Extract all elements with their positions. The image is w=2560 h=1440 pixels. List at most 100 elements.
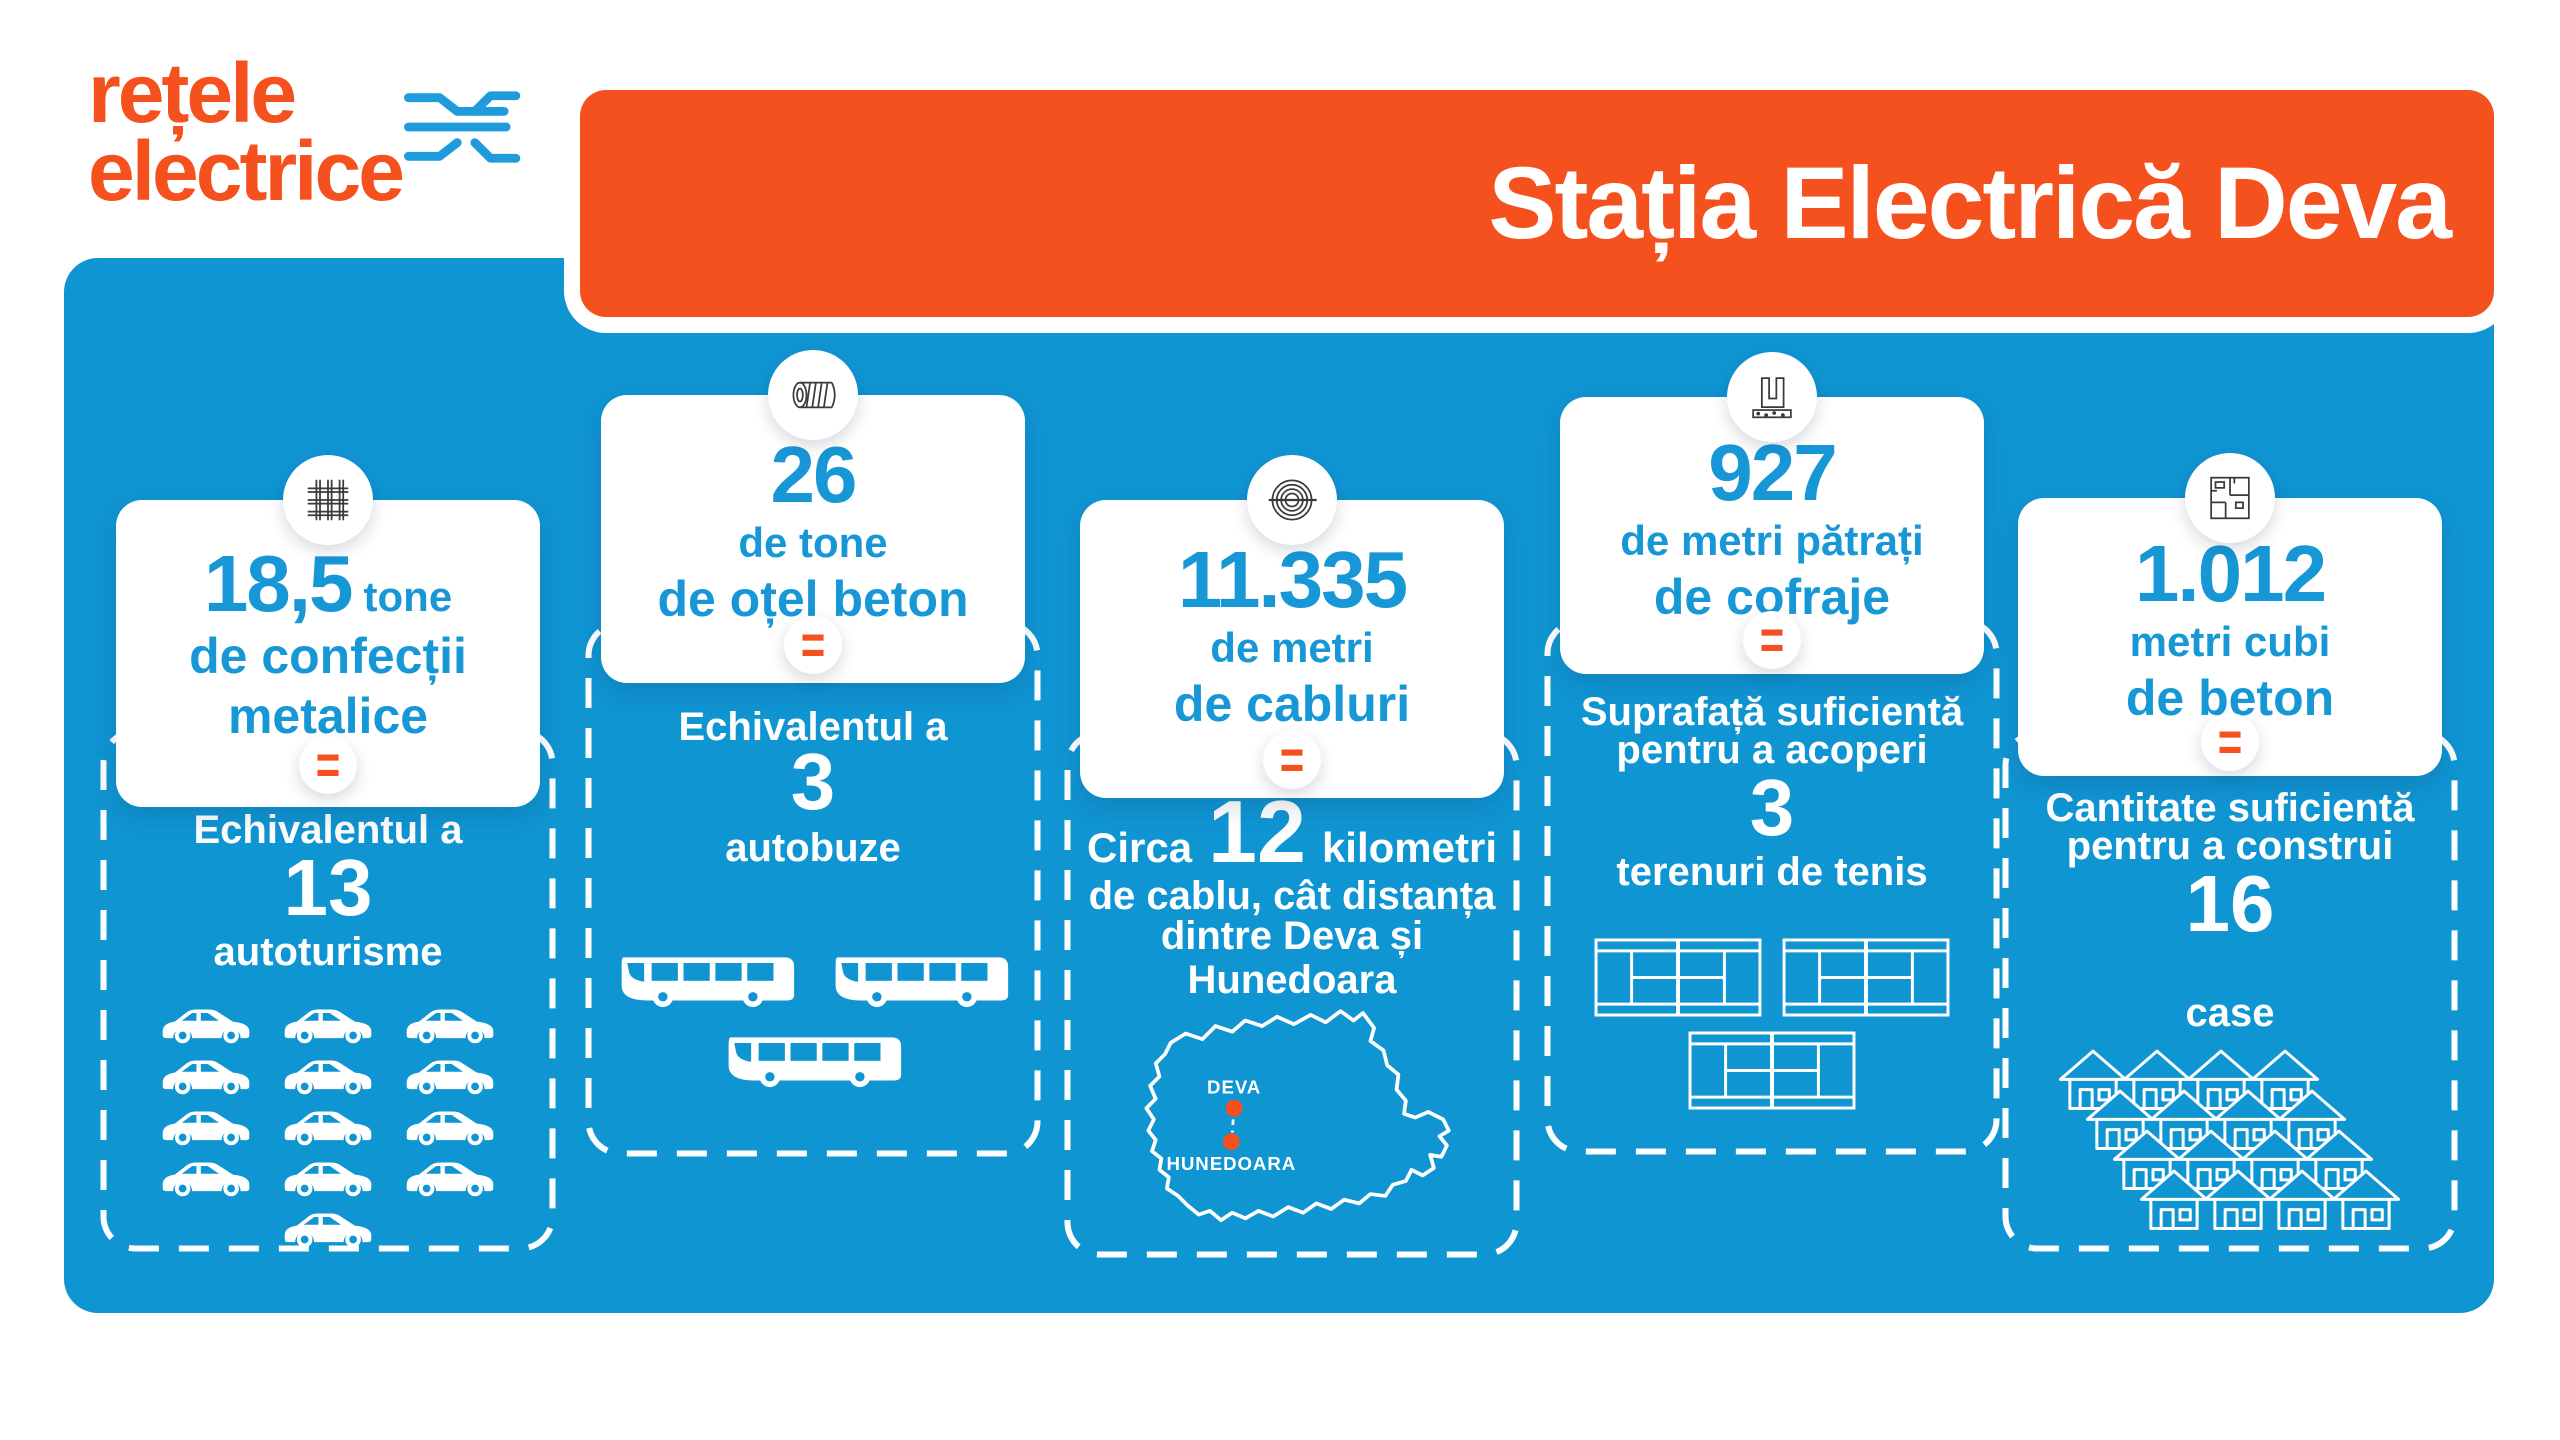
equals-sign: = (1759, 607, 1785, 672)
equiv-intro2: pentru a construi (2066, 824, 2394, 868)
house-cluster-pictogram (2057, 1045, 2403, 1232)
map-label-hunedoara: HUNEDOARA (1166, 1153, 1296, 1174)
bus-icon (612, 948, 800, 1008)
tennis-court-icon (1782, 938, 1950, 1017)
equals-sign: = (315, 732, 341, 797)
car-icon (276, 1102, 380, 1147)
equals-badge: = (2201, 710, 2259, 773)
tennis-court-icon (1688, 1031, 1856, 1110)
car-icon (154, 1000, 258, 1045)
logo: rețele electrice (88, 46, 405, 218)
house-icon (2202, 1165, 2274, 1232)
equals-badge: = (1263, 728, 1321, 791)
stat-line2: metri cubi (2129, 618, 2331, 665)
deva-dot (1225, 1099, 1243, 1117)
stat-value: 18,5 (203, 539, 354, 628)
equiv-label: autobuze (725, 826, 901, 870)
equiv-value: 16 (2185, 859, 2275, 948)
house-icon (2138, 1165, 2210, 1232)
equiv-line2: de cablu, cât distanța (1088, 874, 1496, 918)
logo-line1: rețele (88, 46, 297, 140)
stat-value-row: 18,5 tone (204, 542, 452, 626)
equiv-intro: Cantitate suficientă (2045, 786, 2415, 830)
dashed-outline (585, 620, 1041, 1157)
stat-value: 1.012 (2134, 529, 2327, 618)
cable-coil-icon (1247, 455, 1337, 545)
car-icon (398, 1153, 502, 1198)
equals-sign: = (2217, 709, 2243, 774)
car-fleet-pictogram (100, 1000, 556, 1240)
column-beton: 1.012 metri cubi de beton = Cantitate su… (2002, 0, 2458, 1440)
floor-plan-icon (2185, 453, 2275, 543)
stat-line2: de confecții (189, 628, 467, 684)
equiv-intro2: pentru a acoperi (1616, 728, 1928, 772)
equiv-sentence: Circa 12 kilometri (1064, 786, 1520, 878)
map-label-deva: DEVA (1207, 1076, 1261, 1097)
car-icon (398, 1102, 502, 1147)
house-icon (2266, 1165, 2338, 1232)
equals-sign: = (1279, 727, 1305, 792)
stat-value: 26 (770, 430, 858, 519)
bus-icon (719, 1028, 907, 1088)
stat-card: 18,5 tone de confecții metalice (116, 500, 540, 807)
network-circuit-icon (404, 91, 521, 163)
equals-badge: = (1743, 608, 1801, 671)
equiv-intro: Suprafață suficientă (1580, 690, 1964, 734)
stat-line2: de tone (738, 519, 888, 566)
equiv-value: 3 (1749, 763, 1795, 852)
equiv-value: 12 (1208, 782, 1306, 881)
title-banner: Stația Electrică Deva (580, 90, 2494, 317)
equiv-value: 13 (283, 843, 373, 932)
car-icon (276, 1000, 380, 1045)
stat-line2: de metri pătrați (1620, 517, 1924, 564)
equiv-label: terenuri de tenis (1616, 850, 1928, 894)
equiv-intro: Circa (1086, 824, 1193, 871)
stat-line3: de cabluri (1173, 676, 1411, 732)
car-icon (276, 1051, 380, 1096)
logo-line2: electrice (88, 124, 405, 218)
stat-unit: tone (363, 573, 453, 620)
equiv-label: autoturisme (213, 930, 443, 974)
column-cofraje: 927 de metri pătrați de cofraje = Supraf… (1544, 0, 2000, 1440)
bus-icon (826, 948, 1014, 1008)
bus-pictogram (585, 948, 1041, 1118)
stat-value: 927 (1708, 428, 1837, 517)
car-icon (154, 1102, 258, 1147)
car-icon (154, 1153, 258, 1198)
column-cabluri: 11.335 de metri de cabluri = Circa 12 ki… (1064, 0, 1520, 1440)
car-icon (398, 1000, 502, 1045)
stat-card: 1.012 metri cubi de beton (2018, 498, 2442, 776)
dashed-outline (100, 728, 556, 1252)
stat-line3: metalice (227, 688, 429, 744)
car-icon (154, 1051, 258, 1096)
equiv-intro: Echivalentul a (193, 808, 463, 852)
column-confectii-metalice: 18,5 tone de confecții metalice = Echiva… (100, 0, 556, 1440)
equiv-line3: dintre Deva și Hunedoara (1160, 914, 1424, 1002)
dashed-outline (2002, 730, 2458, 1252)
page-title: Stația Electrică Deva (1488, 146, 2452, 260)
dashed-outline (1544, 618, 2000, 1155)
car-icon (276, 1153, 380, 1198)
equals-badge: = (784, 613, 842, 676)
romania-map: DEVA HUNEDOARA (1144, 1009, 1451, 1223)
car-icon (398, 1051, 502, 1096)
dashed-outline (1064, 730, 1520, 1258)
equiv-after: kilometri (1321, 824, 1497, 871)
metal-mesh-icon (283, 455, 373, 545)
rebar-icon (768, 350, 858, 440)
equals-badge: = (299, 733, 357, 796)
column-otel-beton: 26 de tone de oțel beton = Echivalentul … (585, 0, 1041, 1440)
stat-line2: de metri (1210, 624, 1374, 671)
equiv-label: case (2185, 991, 2275, 1035)
equals-sign: = (800, 612, 826, 677)
equiv-value: 3 (790, 737, 836, 826)
hunedoara-dot (1222, 1133, 1240, 1151)
equiv-intro: Echivalentul a (678, 705, 948, 749)
car-icon (276, 1204, 380, 1249)
stat-value: 11.335 (1177, 535, 1408, 624)
tennis-court-icon (1594, 938, 1762, 1017)
formwork-icon (1727, 352, 1817, 442)
house-icon (2330, 1165, 2402, 1232)
tennis-court-pictogram (1544, 938, 2000, 1118)
